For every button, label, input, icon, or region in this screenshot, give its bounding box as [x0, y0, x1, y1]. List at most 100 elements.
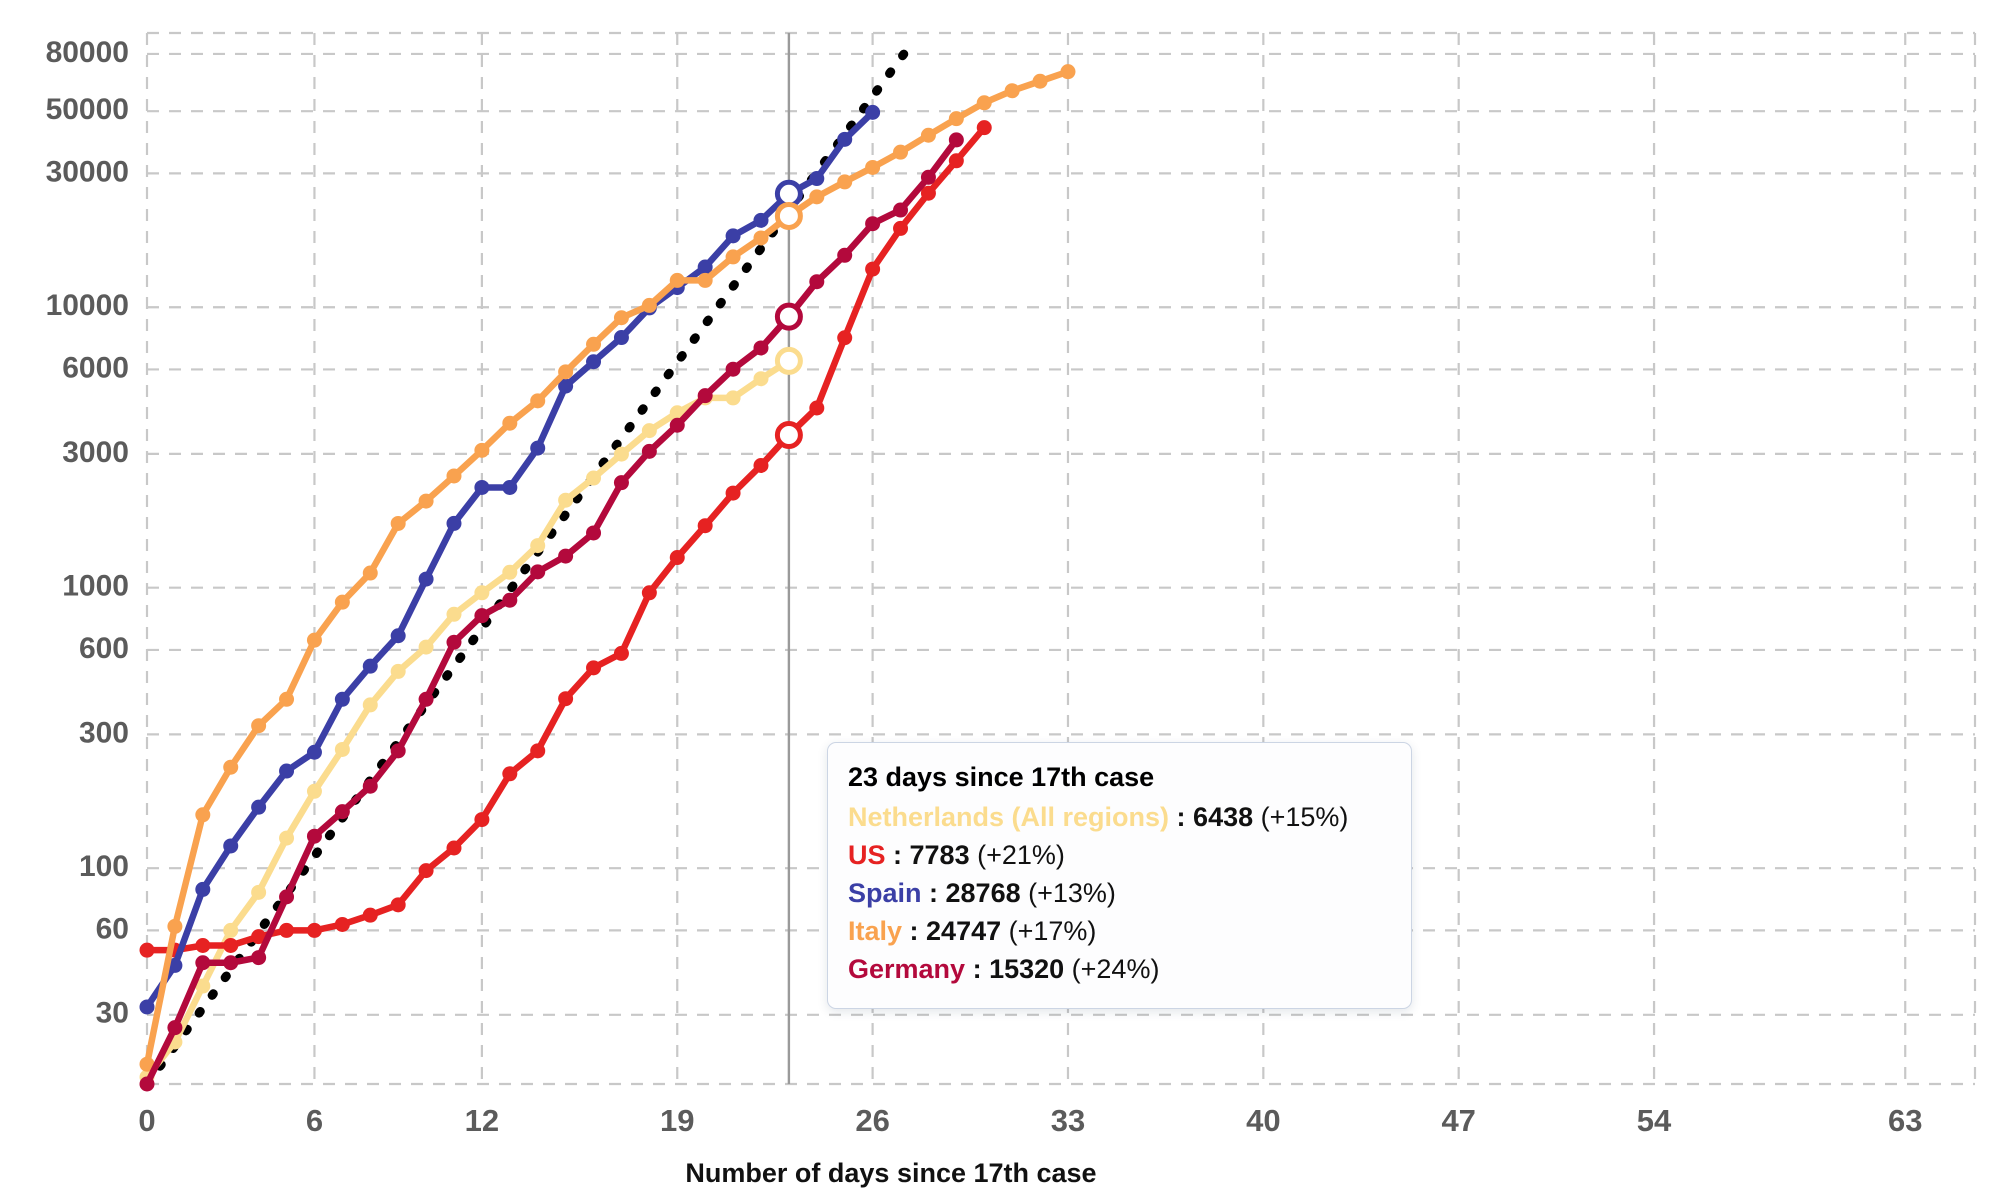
series-point[interactable] [418, 863, 434, 879]
series-point[interactable] [139, 942, 155, 958]
series-point[interactable] [865, 159, 881, 175]
series-point[interactable] [948, 111, 964, 127]
series-point[interactable] [809, 400, 825, 416]
series-point[interactable] [586, 660, 602, 676]
series-point[interactable] [306, 632, 322, 648]
series-point[interactable] [362, 565, 378, 581]
series-point[interactable] [725, 361, 741, 377]
series-point[interactable] [893, 220, 909, 236]
series-point[interactable] [558, 691, 574, 707]
series-point[interactable] [167, 918, 183, 934]
series-point[interactable] [306, 922, 322, 938]
series-point[interactable] [976, 95, 992, 111]
series-point[interactable] [279, 830, 295, 846]
series-point[interactable] [418, 639, 434, 655]
series-point[interactable] [446, 634, 462, 650]
series-point[interactable] [139, 1076, 155, 1092]
series-point[interactable] [474, 585, 490, 601]
series-point[interactable] [669, 550, 685, 566]
series-point[interactable] [167, 1020, 183, 1036]
series-point[interactable] [725, 390, 741, 406]
series-point[interactable] [251, 884, 267, 900]
series-point[interactable] [753, 457, 769, 473]
series-point[interactable] [837, 131, 853, 147]
series-point[interactable] [697, 518, 713, 534]
series-point[interactable] [948, 132, 964, 148]
series-germany[interactable] [139, 132, 964, 1092]
series-point[interactable] [446, 515, 462, 531]
series-point[interactable] [390, 628, 406, 644]
series-point[interactable] [390, 515, 406, 531]
series-point[interactable] [641, 585, 657, 601]
series-point[interactable] [251, 929, 267, 945]
series-point[interactable] [613, 310, 629, 326]
series-point[interactable] [697, 259, 713, 275]
series-point[interactable] [418, 691, 434, 707]
series-point[interactable] [390, 743, 406, 759]
series-point[interactable] [613, 475, 629, 491]
series-point[interactable] [725, 249, 741, 265]
series-point[interactable] [613, 645, 629, 661]
series-point[interactable] [474, 479, 490, 495]
series-point[interactable] [502, 479, 518, 495]
series-point[interactable] [920, 127, 936, 143]
series-point[interactable] [418, 571, 434, 587]
series-point[interactable] [669, 272, 685, 288]
series-point[interactable] [893, 144, 909, 160]
series-spain[interactable] [139, 104, 881, 1015]
series-us[interactable] [139, 120, 992, 958]
series-point[interactable] [306, 744, 322, 760]
series-point[interactable] [446, 468, 462, 484]
series-point[interactable] [223, 759, 239, 775]
series-point[interactable] [837, 247, 853, 263]
series-point[interactable] [334, 691, 350, 707]
series-point[interactable] [279, 922, 295, 938]
series-point-highlighted[interactable] [774, 346, 803, 375]
series-point[interactable] [669, 417, 685, 433]
series-point-highlighted[interactable] [774, 420, 803, 449]
series-point[interactable] [586, 354, 602, 370]
series-point[interactable] [474, 608, 490, 624]
series-point[interactable] [920, 185, 936, 201]
series-point[interactable] [1004, 83, 1020, 99]
series-point[interactable] [641, 423, 657, 439]
series-point[interactable] [418, 493, 434, 509]
series-point[interactable] [725, 228, 741, 244]
series-point[interactable] [474, 442, 490, 458]
series-point[interactable] [362, 658, 378, 674]
series-point-highlighted[interactable] [774, 179, 803, 208]
series-point[interactable] [223, 937, 239, 953]
series-point[interactable] [334, 741, 350, 757]
series-point[interactable] [306, 783, 322, 799]
series-point[interactable] [362, 697, 378, 713]
series-point[interactable] [446, 606, 462, 622]
series-point[interactable] [753, 230, 769, 246]
series-point[interactable] [251, 950, 267, 966]
series-point[interactable] [753, 371, 769, 387]
series-point[interactable] [586, 470, 602, 486]
series-point[interactable] [306, 828, 322, 844]
series-point[interactable] [613, 330, 629, 346]
series-point[interactable] [558, 492, 574, 508]
series-point[interactable] [1032, 73, 1048, 89]
series-point-highlighted[interactable] [774, 201, 803, 230]
series-point[interactable] [725, 485, 741, 501]
series-point[interactable] [809, 274, 825, 290]
series-point[interactable] [195, 978, 211, 994]
series-point[interactable] [586, 336, 602, 352]
series-point[interactable] [195, 881, 211, 897]
series-point[interactable] [362, 778, 378, 794]
series-point[interactable] [641, 297, 657, 313]
series-point[interactable] [502, 564, 518, 580]
series-point[interactable] [446, 840, 462, 856]
series-point[interactable] [697, 388, 713, 404]
series-point[interactable] [697, 272, 713, 288]
series-point[interactable] [502, 592, 518, 608]
series-point[interactable] [390, 663, 406, 679]
series-point-highlighted[interactable] [774, 302, 803, 331]
series-point[interactable] [530, 743, 546, 759]
series-point[interactable] [195, 937, 211, 953]
series-point[interactable] [502, 415, 518, 431]
series-point[interactable] [334, 594, 350, 610]
series-point[interactable] [530, 393, 546, 409]
